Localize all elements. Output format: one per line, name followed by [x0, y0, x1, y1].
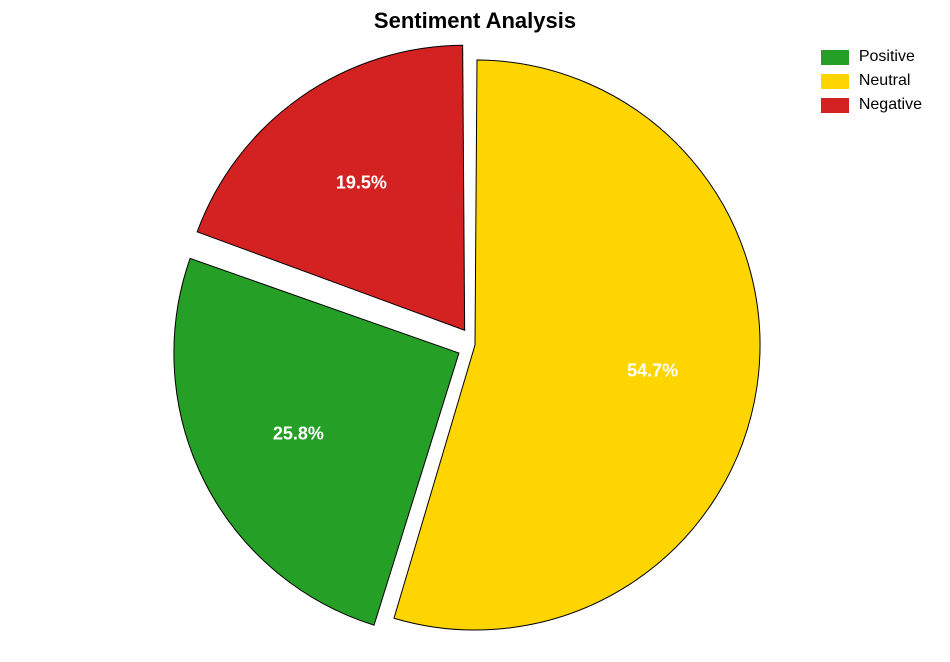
legend-label: Positive: [859, 48, 915, 66]
legend-item-neutral: Neutral: [821, 72, 922, 90]
legend-swatch: [821, 98, 849, 113]
slice-label-neutral: 54.7%: [627, 361, 678, 382]
legend-swatch: [821, 74, 849, 89]
legend-label: Negative: [859, 96, 922, 114]
slice-label-negative: 19.5%: [336, 173, 387, 194]
legend-swatch: [821, 50, 849, 65]
legend-item-negative: Negative: [821, 96, 922, 114]
legend-item-positive: Positive: [821, 48, 922, 66]
sentiment-pie-chart: Sentiment Analysis PositiveNeutralNegati…: [0, 0, 950, 662]
pie-svg: [0, 0, 950, 662]
legend-label: Neutral: [859, 72, 911, 90]
slice-label-positive: 25.8%: [273, 423, 324, 444]
legend: Positive Neutral Negative: [821, 48, 922, 114]
